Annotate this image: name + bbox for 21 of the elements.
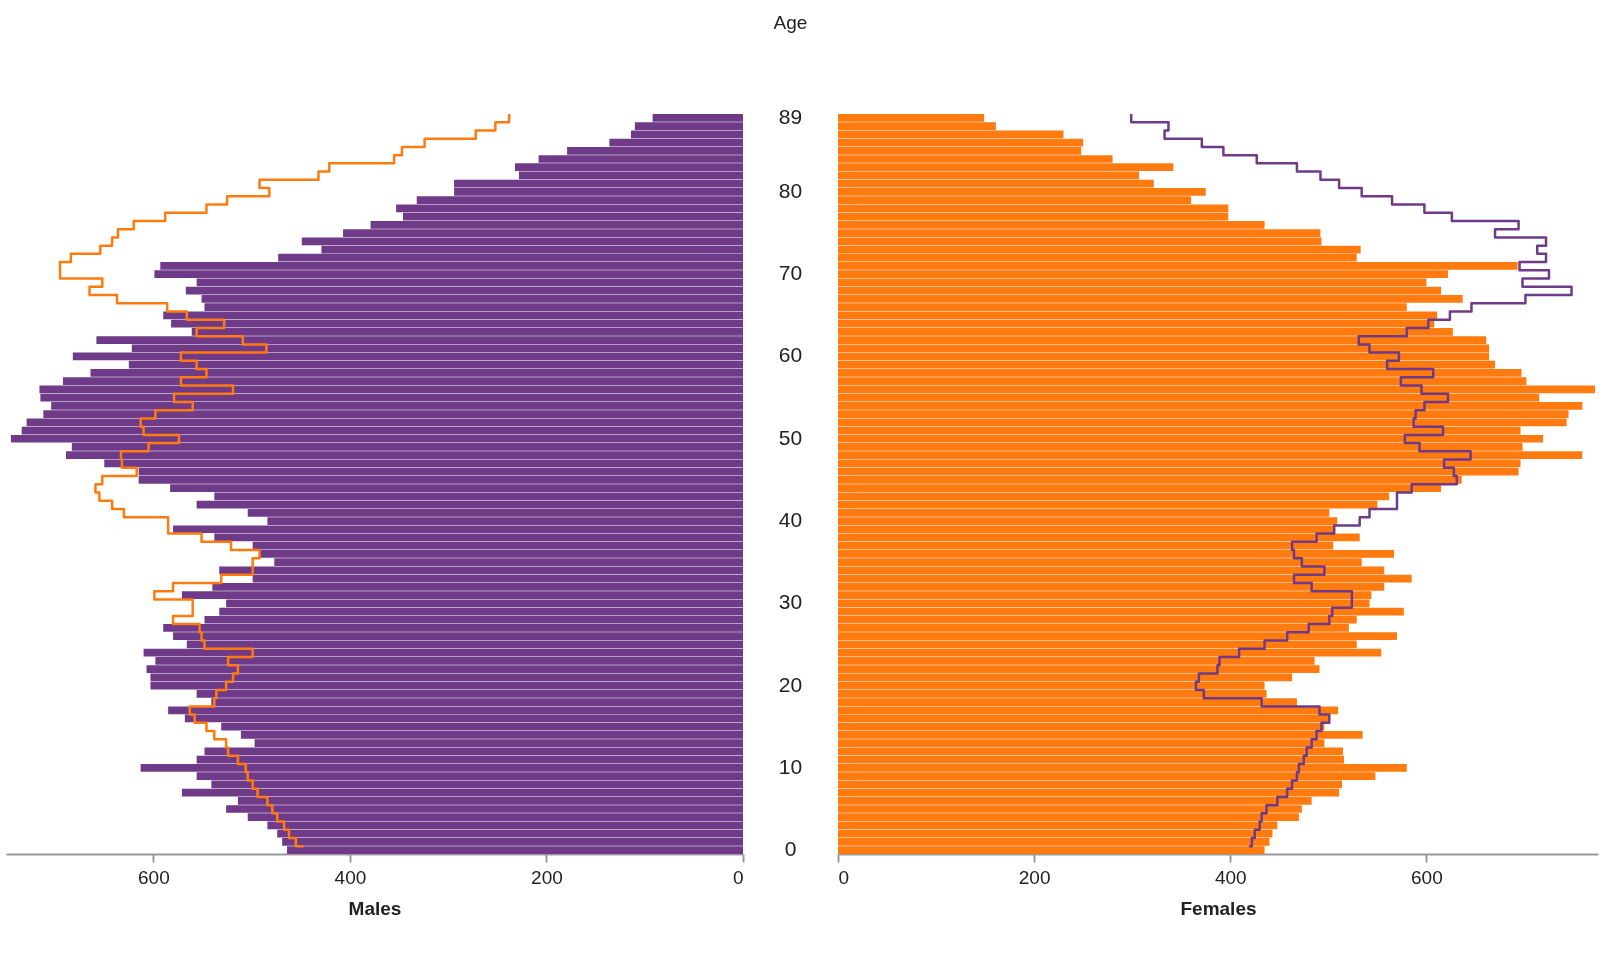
y-tick-label: 50 — [778, 425, 803, 449]
y-tick-label: 20 — [778, 672, 803, 696]
y-tick-label: 40 — [778, 508, 803, 532]
y-tick-label: 89 — [778, 104, 803, 128]
y-tick-label: 10 — [778, 754, 803, 778]
y-tick-label: 80 — [778, 178, 803, 202]
x-tick-label: 400 — [1214, 866, 1247, 888]
x-tick-label: 200 — [1018, 866, 1051, 888]
y-tick-label: 30 — [778, 590, 803, 614]
x-tick-label: 0 — [838, 866, 850, 888]
x-axis-title: Males — [348, 897, 402, 919]
x-tick-label: 200 — [531, 866, 563, 888]
x-tick-label: 600 — [138, 866, 170, 888]
x-tick-label: 600 — [1411, 866, 1443, 888]
y-axis-title: Age — [773, 11, 808, 33]
y-tick-label: 60 — [778, 343, 803, 367]
y-tick-label: 0 — [784, 837, 797, 861]
x-tick-label: 0 — [732, 866, 744, 888]
x-axis-title: Females — [1180, 897, 1257, 919]
x-tick-label: 400 — [334, 866, 367, 888]
y-tick-label: 70 — [778, 261, 803, 285]
